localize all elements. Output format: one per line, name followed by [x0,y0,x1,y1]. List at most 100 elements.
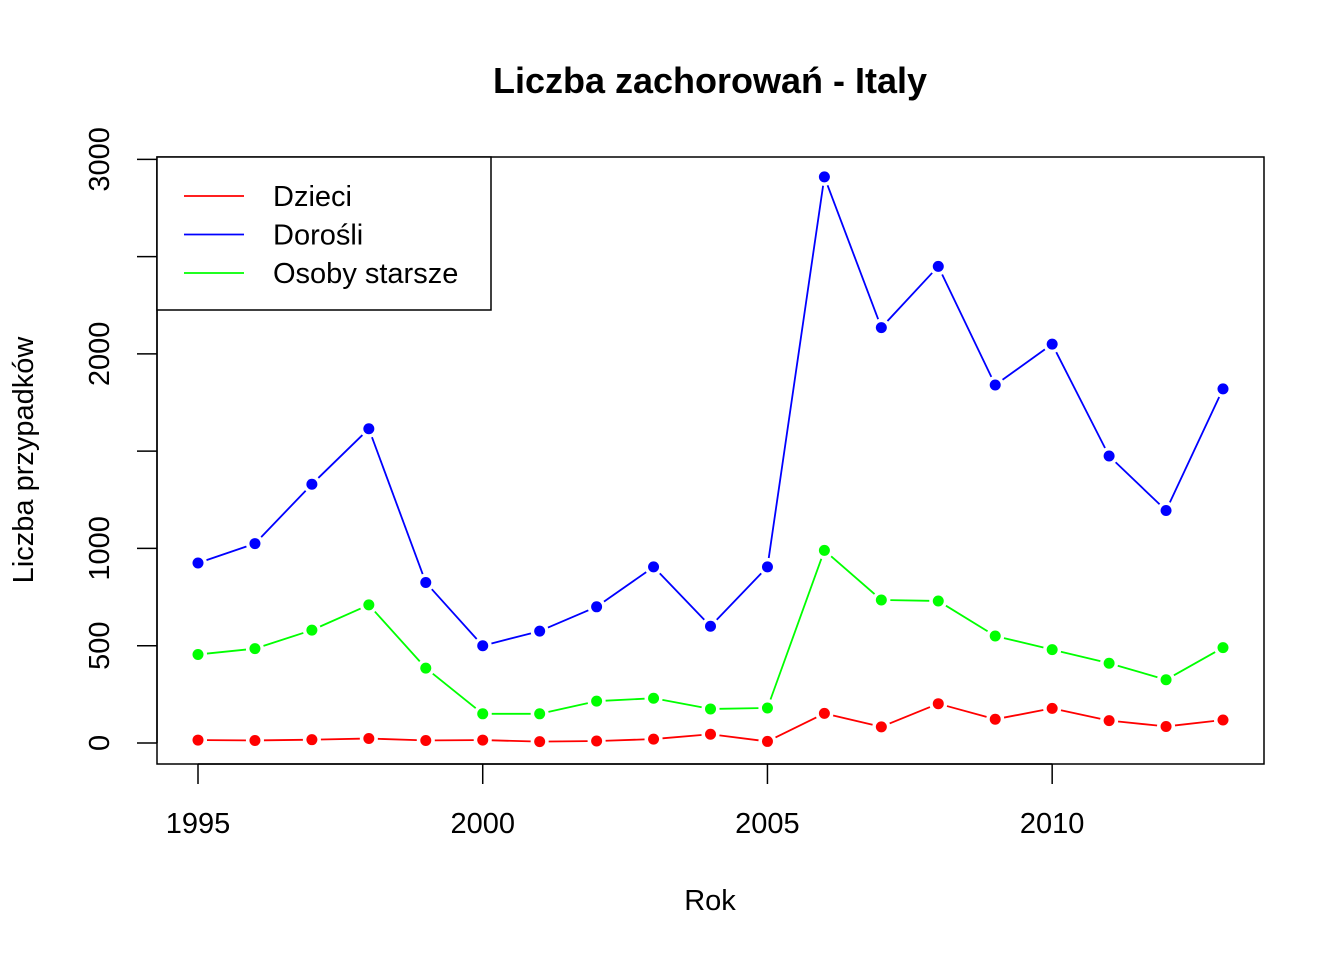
series-segment [319,607,361,628]
series-segment [491,632,532,645]
series-segment [890,599,930,602]
series-segment [431,588,478,640]
data-point [249,643,261,655]
series-segment [767,185,824,559]
series-segment [206,545,247,561]
data-point [1103,715,1115,727]
series-segment [1174,720,1215,727]
data-point [761,702,773,714]
data-point [818,171,830,183]
series-segment [320,737,360,741]
data-point [192,557,204,569]
data-point [420,662,432,674]
y-tick-label: 0 [84,735,116,751]
legend-label: Dorośli [273,220,363,252]
series-segment [889,706,931,725]
data-point [648,561,660,573]
data-point [1160,720,1172,732]
series-segment [374,610,421,663]
data-point [1103,657,1115,669]
legend: Dzieci Dorośli Osoby starsze [156,156,492,311]
x-tick-label: 2000 [450,808,515,840]
y-tick-label: 3000 [84,127,116,192]
series-Osoby starsze [192,544,1229,720]
data-point [875,322,887,334]
series-segment [263,632,304,647]
x-axis: 1995 2000 2005 2010 [166,763,1085,840]
legend-label: Dzieci [273,181,352,213]
series-segment [946,705,987,718]
series-segment [1003,709,1044,719]
data-point [591,601,603,613]
data-point [705,620,716,632]
series-segment [662,699,702,709]
data-point [420,734,432,746]
data-point [1046,702,1058,714]
legend-label: Osoby starsze [273,258,458,290]
data-point [932,595,944,607]
data-point [1160,504,1172,516]
series-layer [192,171,1229,748]
data-point [648,733,660,745]
y-tick-label: 2000 [84,322,116,387]
data-point [761,735,773,747]
data-point [363,599,375,611]
series-Dorośli [192,171,1229,652]
series-segment [1169,396,1220,503]
series-segment [659,572,705,621]
series-segment [547,609,589,629]
data-point [306,624,318,636]
data-point [705,728,716,740]
series-segment [662,734,702,740]
data-point [1160,674,1172,686]
data-point [477,640,489,652]
y-axis: 0 500 1000 2000 3000 [84,127,158,751]
series-Dzieci [192,698,1229,748]
series-segment [263,738,303,742]
series-segment [769,558,823,700]
series-segment [826,184,879,320]
data-point [989,630,1001,642]
series-segment [941,274,993,378]
data-point [249,734,261,746]
series-segment [491,739,531,743]
data-point [875,721,887,733]
data-point [363,423,375,435]
data-point [1217,714,1229,726]
y-tick-label: 1000 [84,516,116,581]
series-segment [371,436,424,575]
y-tick-label: 500 [84,622,116,670]
series-segment [719,707,759,710]
series-segment [1060,650,1101,663]
data-point [591,695,603,707]
data-point [363,733,375,745]
data-point [932,698,944,710]
series-segment [832,714,873,726]
series-segment [716,572,762,621]
data-point [875,594,887,606]
data-point [192,734,204,746]
data-point [249,538,261,550]
series-segment [1173,651,1216,677]
data-point [477,708,489,720]
data-point [192,648,204,660]
series-segment [317,434,364,479]
series-segment [605,697,645,702]
x-tick-label: 2010 [1020,808,1085,840]
series-segment [260,490,307,538]
data-point [705,703,716,715]
data-point [1103,450,1115,462]
data-point [1217,383,1229,395]
data-point [648,692,660,704]
series-segment [206,648,247,655]
series-segment [1117,664,1158,679]
series-segment [432,673,477,709]
series-segment [1060,709,1101,720]
series-segment [886,272,933,322]
data-point [306,734,318,746]
series-segment [1117,720,1158,727]
data-point [932,260,944,272]
series-segment [548,702,589,713]
series-segment [830,555,876,595]
